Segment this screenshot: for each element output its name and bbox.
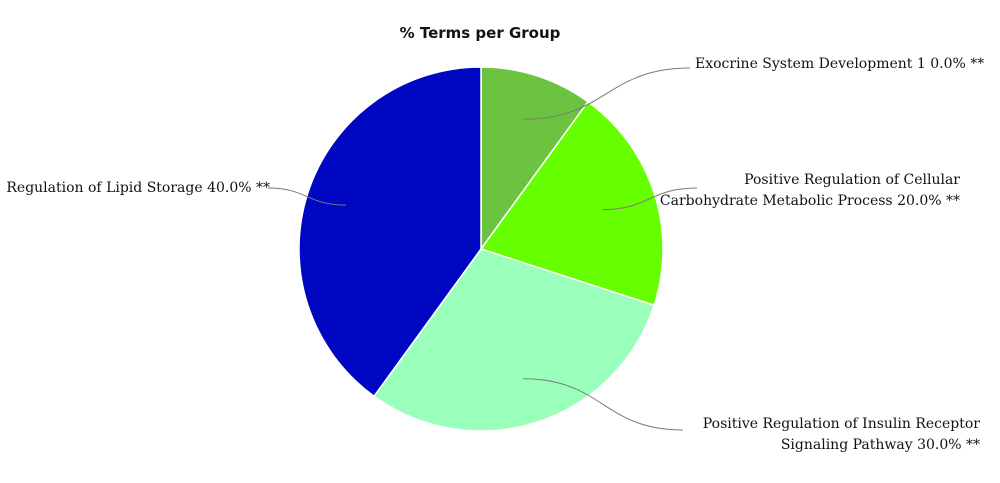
slice-label-3: Positive Regulation of Insulin Receptor S… xyxy=(703,416,981,453)
pie-labels: Exocrine System Development 1 0.0% ** Pos… xyxy=(6,56,984,453)
pie-slice-3 xyxy=(372,248,656,432)
slice-label-line: Regulation of Lipid Storage 40.0% ** xyxy=(6,180,270,196)
leader-line-1 xyxy=(523,67,691,120)
pie-leader-lines xyxy=(267,67,698,431)
pie-slice-1 xyxy=(480,66,590,252)
slice-label-4: Regulation of Lipid Storage 40.0% ** xyxy=(6,180,270,196)
pie-slices xyxy=(298,66,664,432)
slice-label-line: Signaling Pathway 30.0% ** xyxy=(781,437,980,453)
slice-label-line: Positive Regulation of Insulin Receptor xyxy=(703,416,981,432)
slice-label-line: Positive Regulation of Cellular xyxy=(744,172,960,188)
slice-label-1: Exocrine System Development 1 0.0% ** xyxy=(695,56,984,72)
slice-label-2: Positive Regulation of Cellular Carbohydr… xyxy=(660,172,960,209)
pie-slice-2 xyxy=(479,100,664,307)
pie-slice-4 xyxy=(298,66,482,398)
leader-line-4 xyxy=(267,187,347,206)
chart-title: % Terms per Group xyxy=(400,24,561,42)
slice-label-line: Carbohydrate Metabolic Process 20.0% ** xyxy=(660,193,960,209)
leader-line-3 xyxy=(523,378,684,431)
leader-line-2 xyxy=(602,187,698,211)
slice-label-line: Exocrine System Development 1 0.0% ** xyxy=(695,56,984,72)
